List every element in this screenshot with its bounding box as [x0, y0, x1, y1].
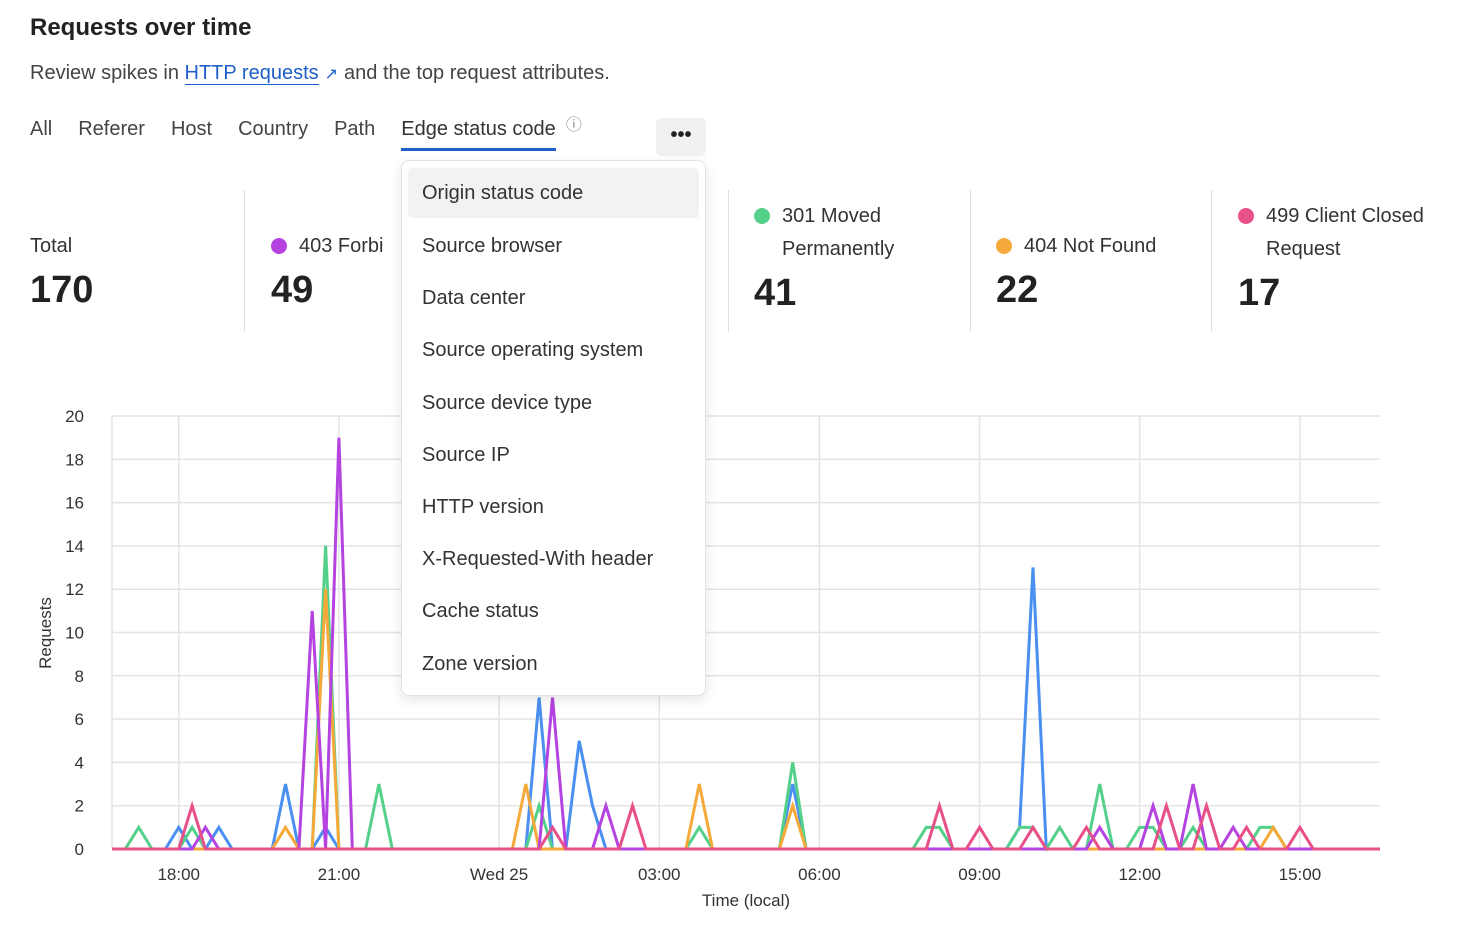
series-line-499-client-closed-request: [112, 800, 1380, 851]
x-tick-label: Wed 25: [470, 865, 528, 884]
tab-bar: All Referer Host Country Path Edge statu…: [30, 117, 596, 151]
tab-all[interactable]: All: [30, 118, 53, 140]
stat-label: 403 Forbi: [299, 235, 384, 257]
y-tick-label: 14: [65, 537, 84, 556]
y-tick-label: 0: [75, 840, 84, 859]
subtitle: Review spikes in HTTP requests ↗︎ and the …: [30, 62, 610, 85]
menu-item-origin-status-code[interactable]: Origin status code: [408, 168, 699, 218]
subtitle-suffix: and the top request attributes.: [344, 62, 610, 84]
tab-edge-status-code[interactable]: Edge status code: [401, 118, 556, 151]
menu-item-source-ip[interactable]: Source IP: [422, 443, 510, 466]
y-tick-label: 16: [65, 494, 84, 513]
http-requests-link[interactable]: HTTP requests: [184, 62, 319, 85]
menu-item-source-os[interactable]: Source operating system: [422, 339, 644, 362]
stat-404[interactable]: 404 Not Found 22: [996, 230, 1156, 312]
y-tick-label: 2: [75, 797, 84, 816]
y-tick-label: 12: [65, 580, 84, 599]
menu-item-zone-version[interactable]: Zone version: [422, 652, 538, 675]
x-tick-label: 09:00: [958, 865, 1001, 884]
tab-referer[interactable]: Referer: [78, 118, 145, 140]
y-tick-label: 6: [75, 710, 84, 729]
stat-label: 499 Client Closed Request: [1266, 205, 1424, 260]
stat-403[interactable]: 403 Forbi 49: [271, 230, 384, 312]
x-tick-label: 18:00: [157, 865, 200, 884]
stat-label: 301 Moved Permanently: [782, 205, 895, 260]
menu-item-x-requested-with[interactable]: X-Requested-With header: [422, 548, 654, 571]
y-tick-label: 8: [75, 667, 84, 686]
legend-dot: [1238, 208, 1254, 224]
y-tick-label: 10: [65, 624, 84, 643]
x-tick-label: 12:00: [1118, 865, 1161, 884]
legend-dot: [271, 238, 287, 254]
tab-country[interactable]: Country: [238, 118, 309, 140]
y-tick-label: 18: [65, 450, 84, 469]
legend-dot: [754, 208, 770, 224]
more-dropdown-menu: Origin status code Source browser Data c…: [401, 160, 706, 696]
stat-499[interactable]: 499 Client Closed Request 17: [1238, 200, 1438, 315]
series-line-403-forbi: [112, 437, 1380, 851]
y-tick-label: 20: [65, 407, 84, 426]
menu-item-source-browser[interactable]: Source browser: [422, 235, 563, 257]
tab-host[interactable]: Host: [170, 118, 213, 140]
stat-301[interactable]: 301 Moved Permanently 41: [754, 200, 954, 315]
x-axis-label: Time (local): [702, 891, 790, 910]
x-tick-label: 15:00: [1279, 865, 1322, 884]
x-tick-label: 03:00: [638, 865, 681, 884]
stat-value: 49: [271, 269, 314, 311]
divider: [728, 190, 729, 332]
divider: [244, 190, 245, 332]
divider: [1211, 190, 1212, 332]
page-title: Requests over time: [30, 14, 252, 41]
stat-label: Total: [30, 235, 73, 257]
y-tick-label: 4: [75, 753, 84, 772]
stat-total: Total 170: [30, 230, 93, 312]
more-button[interactable]: •••: [656, 118, 706, 156]
external-link-icon[interactable]: ↗︎: [324, 66, 339, 83]
menu-item-source-device-type[interactable]: Source device type: [422, 391, 593, 414]
stat-value: 170: [30, 269, 94, 311]
info-icon[interactable]: ⓘ: [565, 116, 582, 134]
divider: [970, 190, 971, 332]
tab-path[interactable]: Path: [334, 118, 376, 140]
menu-item-data-center[interactable]: Data center: [422, 287, 526, 310]
x-tick-label: 06:00: [798, 865, 841, 884]
stat-value: 17: [1238, 272, 1281, 314]
stat-value: 22: [996, 269, 1039, 311]
menu-item-cache-status[interactable]: Cache status: [422, 600, 539, 623]
x-tick-label: 21:00: [318, 865, 361, 884]
stat-value: 41: [754, 272, 797, 314]
menu-item-http-version[interactable]: HTTP version: [422, 495, 544, 518]
legend-dot: [996, 238, 1012, 254]
subtitle-prefix: Review spikes in: [30, 62, 185, 84]
y-axis-label: Requests: [36, 597, 55, 669]
stat-label: 404 Not Found: [1024, 235, 1157, 257]
